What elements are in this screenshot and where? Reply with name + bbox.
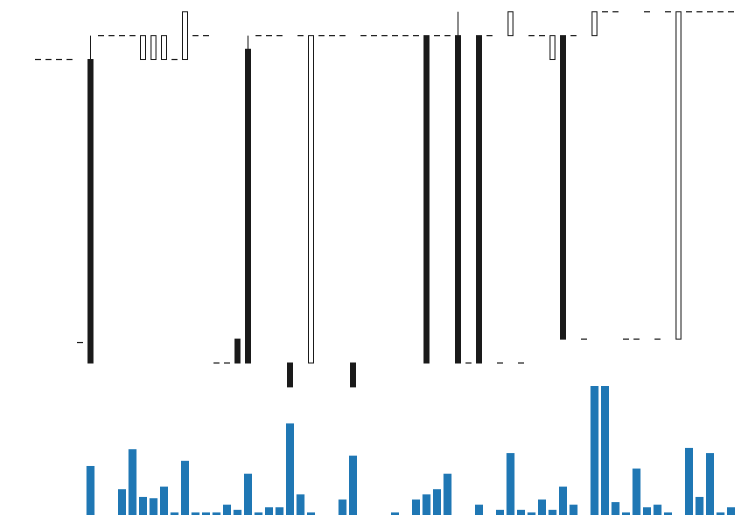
volume-bar [622,512,630,515]
volume-bar [275,507,284,515]
candle-body-down [560,35,566,340]
volume-bar [349,455,357,515]
volume-bar [653,504,662,515]
candle-body-down [87,59,94,364]
volume-bar [548,509,557,515]
volume-bar [296,494,305,515]
volume-bar [496,509,504,515]
volume-bar [391,512,399,515]
volume-bar [128,449,137,515]
volume-bar [170,512,179,515]
volume-bar [706,453,714,515]
volume-bar [559,486,567,515]
volume-bar [265,507,273,515]
volume-bar [601,386,609,515]
volume-bar [475,504,483,515]
volume-bar [433,489,441,515]
volume-bar [716,512,725,515]
candle-body-down [423,35,430,364]
candle-body-up [591,11,598,37]
volume-bar [517,509,525,515]
volume-bar [695,496,704,515]
volume-bar [643,507,651,515]
candle-body-up [308,35,314,364]
volume-panel [86,386,735,515]
volume-bar [139,496,147,515]
volume-bar [632,468,641,515]
volume-bar [527,512,536,515]
volume-bar [685,447,693,515]
volume-bar [233,509,242,515]
candle-body-up [140,35,146,61]
candle-body-down [476,35,482,364]
volume-bar [191,512,200,515]
price-panel [35,11,734,388]
volume-bar [443,473,452,515]
volume-bar [212,512,221,515]
volume-bar [338,499,347,515]
volume-bar [244,473,252,515]
volume-bar [590,386,599,515]
candle-body-down [287,362,293,388]
volume-bar [160,486,168,515]
volume-bar [506,453,515,515]
candle-body-up [161,35,167,61]
candle-body-up [507,11,514,37]
volume-bar [611,502,620,515]
volume-bar [181,460,189,515]
candle-body-down [234,338,241,364]
candle-body-up [150,35,157,61]
volume-bar [664,512,672,515]
volume-bar [286,423,294,515]
candle-body-down [455,35,461,364]
candle-body-up [182,11,188,61]
volume-bar [422,494,431,515]
volume-bar [254,512,263,515]
volume-bar [149,498,158,515]
candle-body-up [675,11,682,340]
volume-bar [86,465,95,515]
candle-body-down [350,362,356,388]
volume-bar [412,499,420,515]
volume-bar [538,499,546,515]
volume-bar [202,512,210,515]
volume-bar [307,512,315,515]
volume-bar [727,507,735,515]
candle-body-up [549,35,556,61]
candle-body-down [245,48,251,364]
volume-bar [569,504,578,515]
volume-bar [118,489,126,515]
volume-bar [223,504,231,515]
